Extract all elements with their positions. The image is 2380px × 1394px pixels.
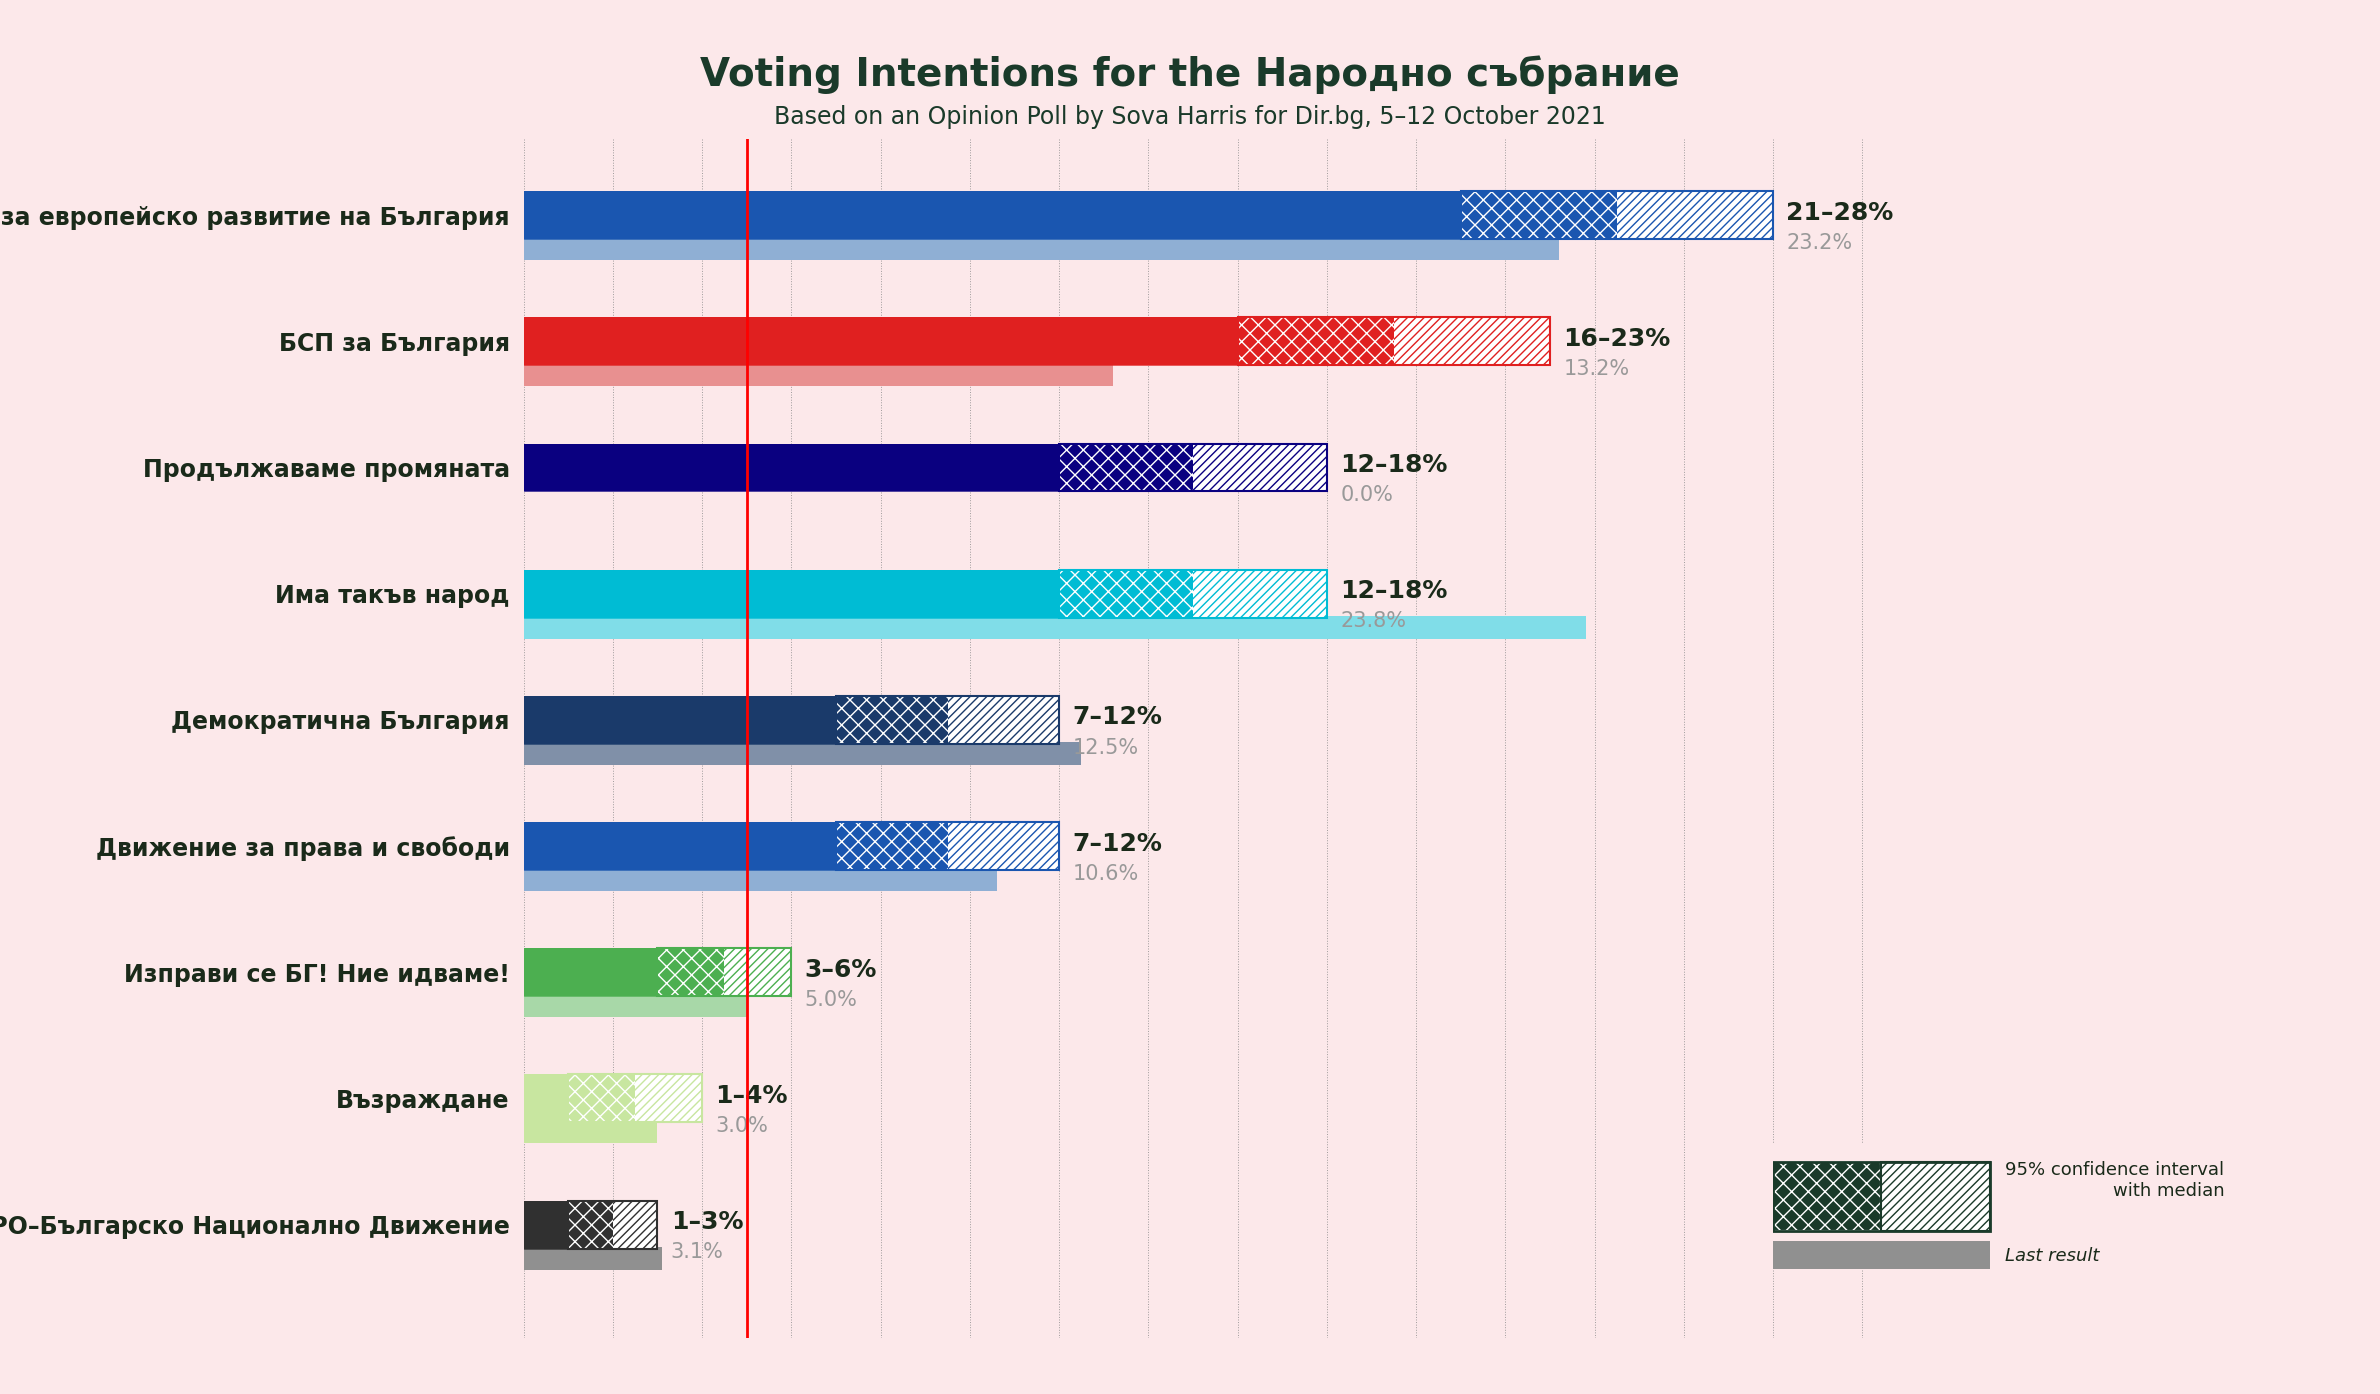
Bar [524,237,1559,261]
Bar [524,318,1238,365]
Bar [835,696,1059,744]
Text: 1–3%: 1–3% [671,1210,743,1234]
Bar [524,868,997,891]
Bar [524,570,1059,618]
FancyBboxPatch shape [1880,1163,1990,1231]
Bar [947,822,1059,870]
Bar [569,1075,635,1122]
Text: Based on an Opinion Poll by Sova Harris for Dir.bg, 5–12 October 2021: Based on an Opinion Poll by Sova Harris … [774,105,1606,128]
Bar [524,948,657,997]
Bar [1059,443,1192,492]
Text: 3.0%: 3.0% [716,1117,769,1136]
Bar [524,822,835,870]
Bar [835,822,947,870]
Text: Voting Intentions for the Народно събрание: Voting Intentions for the Народно събран… [700,56,1680,95]
Bar [1192,443,1328,492]
Bar [524,1246,662,1270]
Bar [947,696,1059,744]
Bar [1059,443,1328,492]
Bar [635,1075,702,1122]
Bar [524,191,1461,240]
Text: 95% confidence interval
with median: 95% confidence interval with median [2006,1161,2225,1200]
Bar [524,696,835,744]
Text: 1–4%: 1–4% [716,1085,788,1108]
Text: 12–18%: 12–18% [1340,453,1447,477]
Bar [524,570,1059,618]
Bar [835,696,947,744]
Bar [524,191,1461,240]
Bar [524,364,1114,386]
Bar [1461,191,1773,240]
Text: 3–6%: 3–6% [804,958,878,981]
Bar [524,1075,569,1122]
Text: 7–12%: 7–12% [1073,832,1161,856]
FancyBboxPatch shape [1773,1241,1990,1269]
FancyBboxPatch shape [1773,1163,1880,1231]
Text: 3.1%: 3.1% [671,1242,724,1263]
Bar [724,948,790,997]
Bar [524,1075,569,1122]
Text: Last result: Last result [2006,1248,2099,1264]
Text: 23.8%: 23.8% [1340,612,1407,631]
Bar [1192,570,1328,618]
Bar [524,616,1585,638]
Bar [1461,191,1616,240]
Bar [524,822,835,870]
Bar [524,1200,569,1249]
Text: 7–12%: 7–12% [1073,705,1161,729]
Bar [569,1075,702,1122]
Bar [524,1121,657,1143]
Bar [524,994,747,1018]
Text: 23.2%: 23.2% [1787,233,1852,252]
Bar [524,318,1238,365]
Bar [524,443,1059,492]
Bar [1616,191,1773,240]
Bar [524,696,835,744]
Bar [1238,318,1395,365]
Bar [524,443,1059,492]
Text: 12.5%: 12.5% [1073,737,1138,758]
Bar [569,1200,614,1249]
Bar [1238,318,1549,365]
Bar [569,1200,657,1249]
Bar [1059,570,1328,618]
Bar [614,1200,657,1249]
Bar [524,948,657,997]
Text: 21–28%: 21–28% [1787,201,1894,224]
Bar [1059,570,1192,618]
Text: 0.0%: 0.0% [1340,485,1392,505]
Text: 5.0%: 5.0% [804,990,857,1011]
Text: 13.2%: 13.2% [1564,360,1630,379]
Bar [657,948,790,997]
Bar [524,1200,569,1249]
Text: 10.6%: 10.6% [1073,864,1138,884]
Bar [657,948,724,997]
Text: 16–23%: 16–23% [1564,326,1671,351]
Bar [835,822,1059,870]
Bar [1395,318,1549,365]
Bar [524,742,1081,765]
Text: 12–18%: 12–18% [1340,579,1447,604]
